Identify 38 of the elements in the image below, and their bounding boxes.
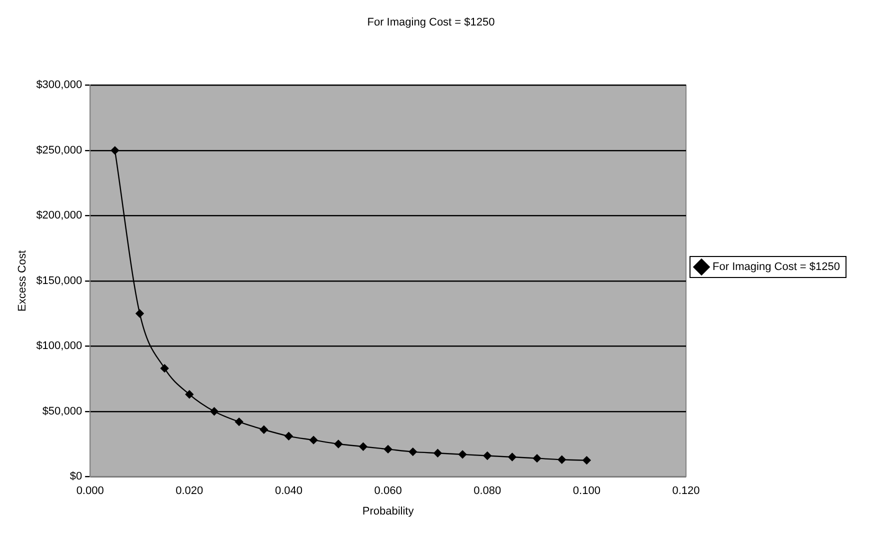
point bbox=[334, 440, 342, 448]
y-tick-label: $100,000 bbox=[36, 340, 82, 352]
point bbox=[309, 436, 318, 444]
x-tick-label: 0.060 bbox=[374, 485, 402, 498]
y-tick-label: $300,000 bbox=[36, 79, 82, 92]
point bbox=[384, 445, 392, 454]
point bbox=[136, 309, 144, 318]
point bbox=[210, 407, 218, 416]
y-axis-title: Excess Cost bbox=[16, 250, 29, 312]
point bbox=[260, 426, 268, 434]
x-tick-label: 0.120 bbox=[672, 485, 700, 498]
point bbox=[458, 450, 467, 459]
x-tick-label: 0.000 bbox=[76, 485, 104, 498]
point bbox=[532, 454, 542, 462]
point bbox=[185, 390, 194, 399]
point bbox=[160, 364, 169, 372]
point bbox=[483, 452, 492, 460]
x-tick-label: 0.040 bbox=[274, 485, 302, 498]
x-tick-label: 0.020 bbox=[176, 485, 204, 498]
y-tick-label: $250,000 bbox=[36, 144, 82, 156]
x-tick-label: 0.080 bbox=[474, 485, 502, 498]
point bbox=[408, 448, 417, 456]
x-axis-title: Probability bbox=[362, 505, 414, 518]
point bbox=[234, 418, 244, 426]
point bbox=[359, 442, 368, 451]
y-tick-label: $50,000 bbox=[42, 405, 82, 418]
chart-title: For Imaging Cost = $1250 bbox=[367, 16, 495, 29]
y-tick-label: $200,000 bbox=[36, 210, 82, 222]
x-tick-label: 0.100 bbox=[572, 485, 600, 498]
y-tick-label: $0 bbox=[70, 470, 82, 483]
point bbox=[434, 449, 442, 458]
legend-label: For Imaging Cost = $1250 bbox=[712, 261, 840, 274]
point bbox=[582, 456, 591, 464]
point bbox=[110, 146, 120, 155]
point bbox=[558, 456, 566, 464]
point bbox=[508, 452, 516, 462]
y-tick-label: $150,000 bbox=[36, 274, 82, 287]
point bbox=[284, 432, 293, 440]
